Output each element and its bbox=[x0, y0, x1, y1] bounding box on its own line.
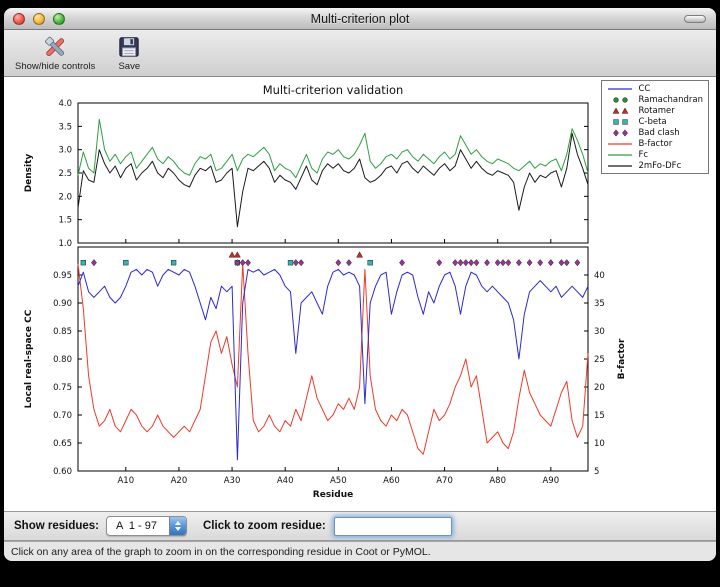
circle-glyph-icon bbox=[613, 96, 629, 103]
residue-range-value: A 1 - 97 bbox=[116, 520, 157, 532]
legend-entry-cc: CC bbox=[605, 83, 703, 94]
residue-range-select[interactable]: A 1 - 97 bbox=[106, 516, 187, 536]
status-bar: Click on any area of the graph to zoom i… bbox=[4, 541, 716, 561]
legend-label: Rotamer bbox=[638, 105, 675, 116]
triangle-glyph-icon bbox=[613, 106, 629, 114]
legend-label: 2mFo-DFc bbox=[638, 160, 682, 171]
svg-text:3.0: 3.0 bbox=[58, 146, 72, 156]
svg-text:0.70: 0.70 bbox=[53, 411, 72, 421]
svg-text:1.5: 1.5 bbox=[58, 216, 72, 226]
zoom-residue-label: Click to zoom residue: bbox=[203, 520, 326, 532]
svg-text:Multi-criterion validation: Multi-criterion validation bbox=[263, 83, 404, 97]
svg-text:0.60: 0.60 bbox=[53, 467, 72, 477]
svg-text:2.5: 2.5 bbox=[58, 169, 72, 179]
svg-text:0.85: 0.85 bbox=[53, 327, 72, 337]
save-button[interactable]: Save bbox=[114, 32, 144, 73]
svg-text:A20: A20 bbox=[171, 476, 188, 486]
legend-label: CC bbox=[638, 83, 651, 94]
traffic-lights bbox=[13, 12, 65, 25]
line-glyph-icon bbox=[608, 142, 633, 145]
window-title: Multi-criterion plot bbox=[310, 11, 410, 26]
svg-text:A30: A30 bbox=[224, 476, 241, 486]
svg-text:1.0: 1.0 bbox=[58, 239, 72, 249]
svg-text:A50: A50 bbox=[330, 476, 347, 486]
svg-text:0.90: 0.90 bbox=[53, 299, 72, 309]
legend-label: Ramachandran bbox=[638, 94, 703, 105]
plot-area: Multi-criterion validation 1.0 1.5 2.0 2.5 3.… bbox=[4, 77, 716, 511]
svg-text:Local real-space CC: Local real-space CC bbox=[24, 309, 34, 408]
svg-text:0.80: 0.80 bbox=[53, 355, 72, 365]
svg-text:2.0: 2.0 bbox=[58, 192, 72, 202]
legend-entry-bad-clash: Bad clash bbox=[605, 127, 703, 138]
line-glyph-icon bbox=[608, 164, 633, 167]
arrow-up-icon bbox=[175, 521, 181, 525]
svg-text:A10: A10 bbox=[117, 476, 134, 486]
arrow-down-icon bbox=[175, 527, 181, 531]
svg-text:0.95: 0.95 bbox=[53, 271, 72, 281]
svg-text:A40: A40 bbox=[277, 476, 294, 486]
legend-label: C-beta bbox=[638, 116, 667, 127]
minimize-button[interactable] bbox=[33, 12, 45, 25]
svg-text:35: 35 bbox=[594, 299, 605, 309]
svg-text:3.5: 3.5 bbox=[58, 122, 72, 132]
plot-legend: CC Ramachandran Rotamer C-beta Bad clash B-fa… bbox=[601, 80, 709, 174]
close-button[interactable] bbox=[13, 12, 25, 25]
stepper-icon bbox=[169, 517, 186, 535]
svg-text:A60: A60 bbox=[383, 476, 400, 486]
multi-criterion-figure[interactable]: Multi-criterion validation 1.0 1.5 2.0 2.5 3.… bbox=[4, 79, 716, 509]
legend-entry-fc: Fc bbox=[605, 149, 703, 160]
svg-text:A80: A80 bbox=[489, 476, 506, 486]
svg-text:A90: A90 bbox=[542, 476, 559, 486]
line-glyph-icon bbox=[608, 87, 633, 90]
svg-text:5: 5 bbox=[594, 467, 599, 477]
svg-text:15: 15 bbox=[594, 411, 605, 421]
svg-text:A70: A70 bbox=[436, 476, 453, 486]
svg-text:4.0: 4.0 bbox=[58, 99, 72, 109]
svg-text:Density: Density bbox=[24, 154, 34, 193]
legend-entry-c-beta: C-beta bbox=[605, 116, 703, 127]
legend-label: Bad clash bbox=[638, 127, 680, 138]
svg-text:10: 10 bbox=[594, 439, 605, 449]
svg-text:0.75: 0.75 bbox=[53, 383, 72, 393]
svg-text:30: 30 bbox=[594, 327, 605, 337]
app-window: Multi-criterion plot Show/hide controls bbox=[4, 8, 716, 561]
svg-text:20: 20 bbox=[594, 383, 605, 393]
toolbar: Show/hide controls Save bbox=[4, 30, 716, 77]
legend-label: B-factor bbox=[638, 138, 673, 149]
svg-text:0.65: 0.65 bbox=[53, 439, 72, 449]
svg-text:40: 40 bbox=[594, 271, 605, 281]
legend-entry-2mfo-dfc: 2mFo-DFc bbox=[605, 160, 703, 171]
legend-entry-rotamer: Rotamer bbox=[605, 105, 703, 116]
zoom-residue-input[interactable] bbox=[333, 516, 452, 536]
legend-label: Fc bbox=[638, 149, 648, 160]
tool-label: Show/hide controls bbox=[15, 61, 96, 72]
square-glyph-icon bbox=[613, 118, 629, 125]
legend-entry-b-factor: B-factor bbox=[605, 138, 703, 149]
svg-text:B-factor: B-factor bbox=[617, 338, 627, 379]
line-glyph-icon bbox=[608, 153, 633, 156]
diamond-glyph-icon bbox=[613, 128, 629, 137]
svg-text:Residue: Residue bbox=[313, 490, 353, 500]
titlebar: Multi-criterion plot bbox=[4, 8, 716, 30]
show-hide-controls-button[interactable]: Show/hide controls bbox=[12, 32, 98, 73]
save-floppy-icon bbox=[117, 33, 141, 61]
svg-text:25: 25 bbox=[594, 355, 605, 365]
zoom-window-button[interactable] bbox=[53, 12, 65, 25]
status-text: Click on any area of the graph to zoom i… bbox=[11, 545, 431, 558]
toolbar-toggle-button[interactable] bbox=[684, 15, 706, 23]
legend-entry-ramachandran: Ramachandran bbox=[605, 94, 703, 105]
show-residues-label: Show residues: bbox=[14, 520, 99, 532]
tool-label: Save bbox=[118, 61, 141, 72]
controls-bar: Show residues: A 1 - 97 Click to zoom re… bbox=[4, 511, 716, 541]
crossed-tools-icon bbox=[42, 33, 68, 61]
